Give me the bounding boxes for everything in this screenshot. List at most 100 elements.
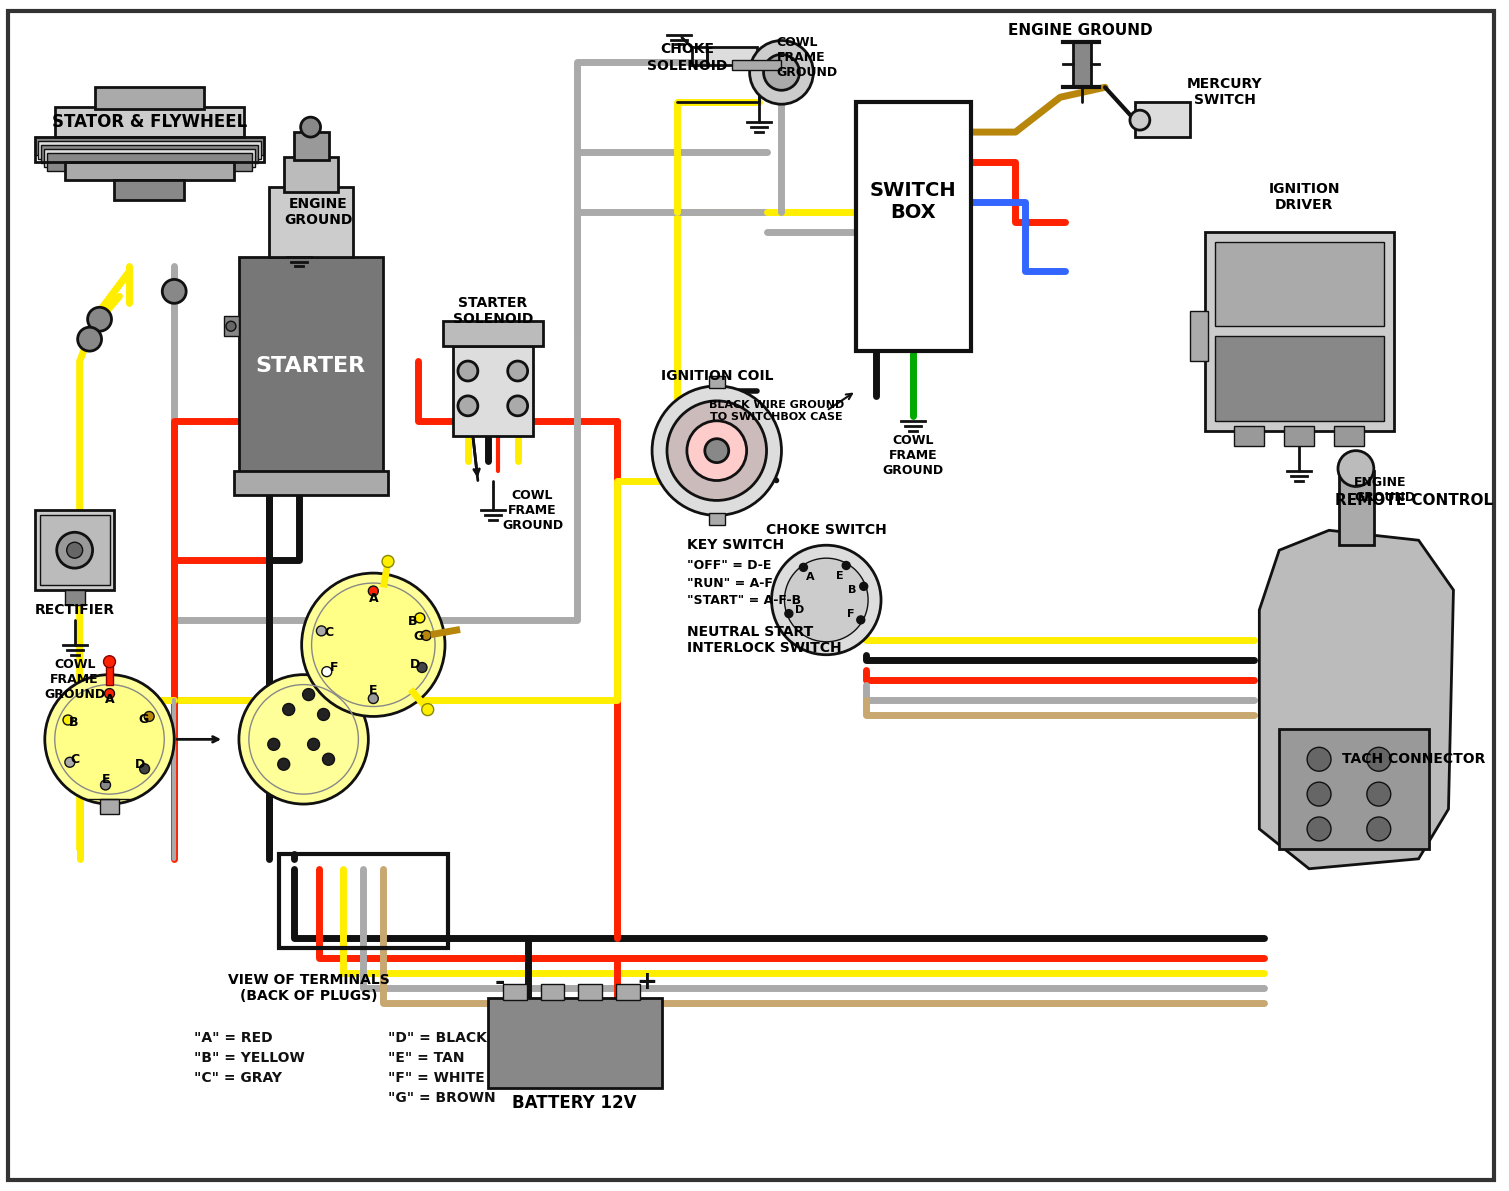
Text: IGNITION
DRIVER: IGNITION DRIVER xyxy=(1269,182,1340,212)
Text: D: D xyxy=(410,657,420,671)
Text: MERCURY
SWITCH: MERCURY SWITCH xyxy=(1186,77,1263,107)
Circle shape xyxy=(421,704,433,716)
Circle shape xyxy=(1307,782,1331,806)
Text: KEY SWITCH: KEY SWITCH xyxy=(687,538,785,553)
Bar xyxy=(44,149,255,167)
Text: +: + xyxy=(637,971,658,994)
Text: STATOR & FLYWHEEL: STATOR & FLYWHEEL xyxy=(51,113,247,131)
Circle shape xyxy=(140,763,149,774)
Bar xyxy=(1284,425,1314,445)
Bar xyxy=(35,511,115,590)
Text: D: D xyxy=(795,605,804,615)
Text: IGNITION COIL: IGNITION COIL xyxy=(661,369,773,384)
Text: "D" = BLACK: "D" = BLACK xyxy=(388,1031,487,1045)
Text: B: B xyxy=(409,616,418,629)
Circle shape xyxy=(457,395,478,416)
Circle shape xyxy=(785,610,792,618)
Bar xyxy=(35,137,264,155)
Circle shape xyxy=(415,613,426,623)
Text: -: - xyxy=(495,971,506,994)
Bar xyxy=(1215,242,1384,326)
Bar xyxy=(65,162,234,180)
Bar xyxy=(487,998,662,1087)
Bar xyxy=(1204,231,1394,431)
Circle shape xyxy=(300,117,320,137)
Bar xyxy=(38,141,261,158)
Bar xyxy=(54,107,244,137)
Circle shape xyxy=(77,328,101,351)
Circle shape xyxy=(317,709,329,721)
Polygon shape xyxy=(1260,530,1453,868)
Text: REMOTE CONTROL: REMOTE CONTROL xyxy=(1334,493,1492,507)
Circle shape xyxy=(1367,782,1391,806)
Bar xyxy=(709,376,724,388)
Circle shape xyxy=(54,685,164,794)
Text: RECTIFIER: RECTIFIER xyxy=(35,603,115,617)
Circle shape xyxy=(421,630,432,641)
Text: C: C xyxy=(71,753,80,766)
Circle shape xyxy=(687,420,747,480)
Text: F: F xyxy=(847,609,854,619)
Bar xyxy=(453,347,533,436)
Text: COWL
FRAME
GROUND: COWL FRAME GROUND xyxy=(883,435,943,478)
Bar xyxy=(39,516,110,585)
Text: E: E xyxy=(836,570,844,581)
Text: A: A xyxy=(368,592,379,605)
Bar xyxy=(234,470,388,495)
Circle shape xyxy=(764,55,800,91)
Circle shape xyxy=(750,40,813,104)
Text: A: A xyxy=(104,693,115,706)
Circle shape xyxy=(1307,747,1331,772)
Bar xyxy=(100,799,119,813)
Text: B: B xyxy=(848,586,857,596)
Text: COWL
FRAME
GROUND: COWL FRAME GROUND xyxy=(777,36,837,79)
Circle shape xyxy=(1307,817,1331,841)
Circle shape xyxy=(66,542,83,559)
Text: G: G xyxy=(139,713,149,727)
Bar xyxy=(540,984,564,1000)
Bar xyxy=(706,48,756,66)
Bar xyxy=(1338,470,1373,545)
Bar xyxy=(284,157,338,192)
Text: E: E xyxy=(370,684,377,697)
Circle shape xyxy=(226,322,235,331)
Text: SWITCH
BOX: SWITCH BOX xyxy=(869,181,957,223)
Text: "G" = BROWN: "G" = BROWN xyxy=(388,1091,496,1105)
Circle shape xyxy=(101,780,110,790)
Circle shape xyxy=(163,280,186,304)
Circle shape xyxy=(507,395,528,416)
Text: CHOKE
SOLENOID: CHOKE SOLENOID xyxy=(647,43,727,73)
Text: STARTER
SOLENOID: STARTER SOLENOID xyxy=(453,297,533,326)
Circle shape xyxy=(308,738,320,750)
Circle shape xyxy=(311,584,435,706)
Circle shape xyxy=(457,361,478,381)
Bar xyxy=(1135,102,1189,137)
Text: "RUN" = A-F: "RUN" = A-F xyxy=(687,576,773,590)
Bar xyxy=(294,132,329,160)
Circle shape xyxy=(267,738,279,750)
Text: "START" = A-F-B: "START" = A-F-B xyxy=(687,594,801,607)
Circle shape xyxy=(321,667,332,676)
Circle shape xyxy=(382,555,394,567)
Bar xyxy=(223,317,238,336)
Bar xyxy=(1280,729,1429,849)
Circle shape xyxy=(785,559,868,642)
Text: "OFF" = D-E: "OFF" = D-E xyxy=(687,559,771,572)
Bar xyxy=(269,187,353,256)
Bar xyxy=(35,137,264,162)
Bar xyxy=(578,984,602,1000)
Bar xyxy=(1189,311,1207,361)
Bar xyxy=(47,152,252,172)
Circle shape xyxy=(303,688,314,700)
Circle shape xyxy=(368,586,379,596)
Text: E: E xyxy=(101,773,110,786)
Text: "C" = GRAY: "C" = GRAY xyxy=(195,1071,282,1085)
Text: G: G xyxy=(413,630,424,643)
Text: VIEW OF TERMINALS
(BACK OF PLUGS): VIEW OF TERMINALS (BACK OF PLUGS) xyxy=(228,973,389,1003)
Bar xyxy=(1234,425,1265,445)
Bar xyxy=(95,87,204,110)
Text: B: B xyxy=(69,716,78,729)
Text: C: C xyxy=(324,626,333,640)
Circle shape xyxy=(800,563,807,572)
Text: TACH CONNECTOR: TACH CONNECTOR xyxy=(1342,753,1485,766)
